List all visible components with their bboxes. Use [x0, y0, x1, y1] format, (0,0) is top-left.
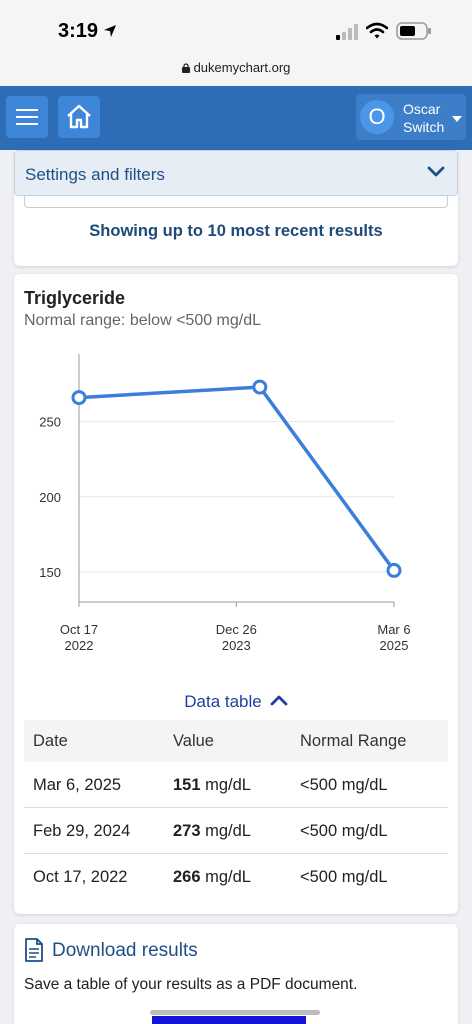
y-tick-label: 150	[39, 565, 61, 580]
settings-filters-toggle[interactable]: Settings and filters	[14, 150, 458, 196]
battery-icon	[396, 22, 431, 40]
data-point	[252, 379, 268, 395]
row-value: 273 mg/dL	[173, 822, 251, 841]
table-row: Mar 6, 2025 151 mg/dL <500 mg/dL	[24, 762, 448, 808]
avatar: O	[360, 100, 394, 134]
download-pdf-button[interactable]	[152, 1016, 306, 1024]
hamburger-icon-line	[16, 123, 38, 125]
lock-icon	[181, 63, 190, 73]
column-header-date: Date	[33, 732, 68, 750]
document-icon	[25, 938, 43, 962]
normal-range-text: Normal range: below <500 mg/dL	[24, 312, 262, 329]
cellular-signal-icon	[336, 24, 358, 40]
row-value-unit: mg/dL	[205, 776, 251, 794]
row-value-unit: mg/dL	[205, 868, 251, 886]
caret-down-icon	[452, 116, 462, 122]
x-tick-label-year: 2025	[380, 638, 409, 653]
location-arrow-icon	[104, 25, 116, 37]
data-table-toggle[interactable]: Data table	[14, 692, 458, 712]
x-tick-label-year: 2023	[222, 638, 251, 653]
data-table: Date Value Normal Range Mar 6, 2025 151 …	[24, 720, 448, 900]
hamburger-icon-line	[16, 116, 38, 118]
url-text: dukemychart.org	[193, 60, 291, 75]
status-bar: 3:19 dukemychart.org	[0, 0, 472, 86]
table-row: Feb 29, 2024 273 mg/dL <500 mg/dL	[24, 808, 448, 854]
row-range: <500 mg/dL	[300, 776, 388, 794]
x-tick-label: Dec 26	[216, 622, 257, 637]
column-header-normal-range: Normal Range	[300, 732, 407, 750]
menu-button[interactable]	[6, 96, 48, 138]
download-results-link[interactable]: Download results	[52, 940, 198, 961]
chevron-up-icon	[270, 695, 288, 706]
series-line	[78, 385, 396, 572]
user-name: Oscar Switch	[403, 100, 444, 136]
row-value-number: 266	[173, 868, 201, 886]
settings-card: Settings and filters Showing up to 10 mo…	[14, 150, 458, 266]
scrollbar[interactable]	[150, 1010, 320, 1015]
row-value-number: 151	[173, 776, 201, 794]
result-chart: 150 200 250 Oct 17 2022 Dec 26 2023 Mar 6 2025	[24, 344, 444, 664]
y-tick-label: 250	[39, 415, 61, 430]
y-tick-label: 200	[39, 490, 61, 505]
download-card: Download results Save a table of your re…	[14, 924, 458, 1024]
data-point	[386, 562, 402, 578]
row-range: <500 mg/dL	[300, 822, 388, 840]
x-tick-label-year: 2022	[65, 638, 94, 653]
home-button[interactable]	[58, 96, 100, 138]
row-value-unit: mg/dL	[205, 822, 251, 840]
settings-filters-label: Settings and filters	[25, 165, 165, 184]
row-date: Feb 29, 2024	[33, 822, 131, 840]
download-description: Save a table of your results as a PDF do…	[24, 976, 358, 993]
row-date: Oct 17, 2022	[33, 868, 128, 886]
wifi-icon	[366, 22, 388, 39]
x-tick-label: Mar 6	[377, 622, 410, 637]
test-name: Triglyceride	[24, 288, 126, 308]
chevron-down-icon	[427, 166, 445, 177]
row-value-number: 273	[173, 822, 201, 840]
row-value: 266 mg/dL	[173, 868, 251, 887]
table-row: Oct 17, 2022 266 mg/dL <500 mg/dL	[24, 854, 448, 900]
row-value: 151 mg/dL	[173, 776, 251, 795]
clock: 3:19	[58, 20, 99, 42]
data-table-label: Data table	[184, 692, 262, 711]
data-point	[71, 390, 87, 406]
address-bar[interactable]: dukemychart.org	[0, 60, 472, 75]
filter-panel-edge	[24, 196, 448, 208]
user-first-name: Oscar	[403, 101, 441, 117]
hamburger-icon	[16, 109, 38, 111]
home-icon	[67, 104, 91, 129]
result-card: Triglyceride Normal range: below <500 mg…	[14, 274, 458, 914]
switch-user-button[interactable]: O Oscar Switch	[356, 94, 466, 140]
table-header: Date Value Normal Range	[24, 720, 448, 762]
column-header-value: Value	[173, 732, 214, 750]
switch-label: Switch	[403, 119, 445, 135]
x-tick-label: Oct 17	[60, 622, 98, 637]
row-date: Mar 6, 2025	[33, 776, 122, 794]
app-header: O Oscar Switch	[0, 86, 472, 150]
showing-results-text: Showing up to 10 most recent results	[89, 222, 383, 240]
row-range: <500 mg/dL	[300, 868, 388, 886]
